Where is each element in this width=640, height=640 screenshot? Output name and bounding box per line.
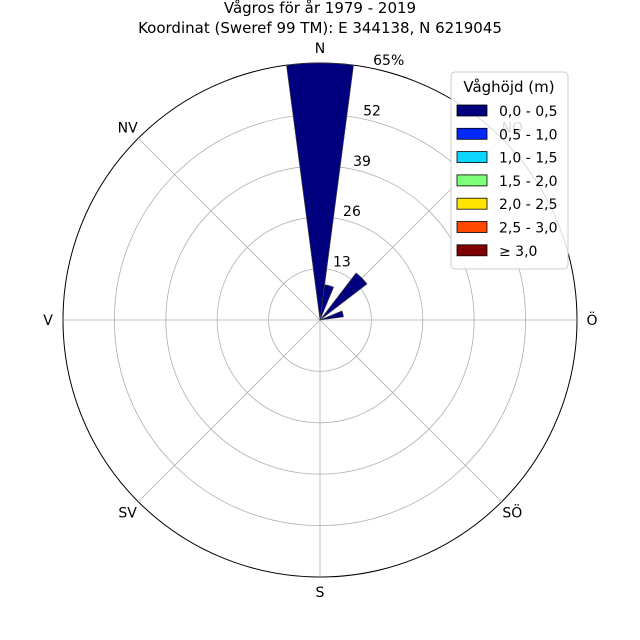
legend-swatch	[456, 174, 488, 187]
legend-label: 1,0 - 1,5	[499, 151, 557, 167]
legend-swatch	[456, 221, 488, 233]
radial-tick-label: 13	[333, 255, 351, 271]
rose-bar	[319, 310, 344, 321]
direction-label: Ö	[586, 311, 597, 329]
legend: Våghöjd (m) 0,0 - 0,5 0,5 - 1,0 1,0 - 1,5 1…	[450, 71, 569, 270]
rose-bars	[286, 62, 368, 321]
legend-swatch	[456, 127, 488, 140]
radial-tick-label: 39	[353, 154, 371, 170]
radial-tick-label: 65%	[373, 53, 404, 69]
legend-label: 2,5 - 3,0	[499, 221, 557, 237]
direction-label: V	[43, 313, 53, 329]
legend-frame	[450, 71, 569, 270]
chart-subtitle: Koordinat (Sweref 99 TM): E 344138, N 62…	[138, 19, 502, 37]
chart-title: Vågros för år 1979 - 2019	[224, 0, 416, 17]
grid-spoke	[137, 137, 321, 321]
legend-label: ≥ 3,0	[499, 244, 537, 260]
direction-label: S	[316, 585, 325, 601]
legend-label: 0,0 - 0,5	[499, 104, 557, 120]
radial-tick-label: 52	[363, 103, 381, 119]
legend-label: 2,0 - 2,5	[499, 197, 557, 213]
legend-title: Våghöjd (m)	[463, 78, 554, 96]
legend-swatch	[456, 104, 488, 117]
legend-swatch	[456, 197, 488, 210]
direction-label: SÖ	[502, 503, 522, 521]
legend-swatch	[456, 151, 488, 164]
legend-items: 0,0 - 0,5 0,5 - 1,0 1,0 - 1,5 1,5 - 2,0 2,0 …	[456, 104, 557, 260]
legend-label: 1,5 - 2,0	[499, 174, 557, 190]
legend-label: 0,5 - 1,0	[499, 127, 557, 143]
radial-tick-labels: 13 26 39 52 65%	[333, 53, 404, 271]
direction-label: NV	[118, 121, 138, 137]
radial-tick-label: 26	[343, 204, 361, 220]
rose-bar	[286, 62, 354, 321]
direction-label: SV	[118, 505, 137, 521]
legend-swatch	[456, 244, 488, 257]
rose-bar	[319, 284, 335, 321]
grid-spoke	[319, 319, 503, 503]
grid-spoke	[137, 319, 321, 503]
direction-label: N	[315, 41, 325, 57]
rose-bar	[319, 272, 368, 321]
